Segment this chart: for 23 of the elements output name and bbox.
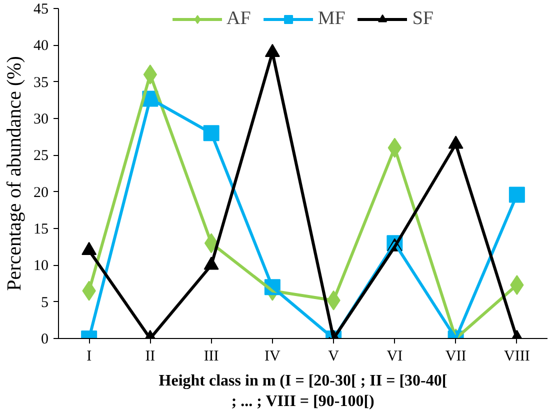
x-tick-label: III — [204, 348, 219, 364]
y-tick-label: 5 — [41, 294, 48, 311]
x-tick-label: II — [145, 348, 156, 364]
x-tick-label: IV — [264, 348, 281, 364]
y-tick-label: 20 — [34, 184, 48, 201]
y-tick-label: 0 — [41, 332, 48, 348]
x-tick-label: VI — [386, 348, 403, 364]
x-tick-label: VIII — [504, 348, 530, 364]
y-axis-title: Percentage of abundance (%) — [4, 56, 26, 291]
x-axis-title: Height class in m (I = [20-30[ ; II = [30-40[ ; ... ; VIII = [90-100[) — [158, 372, 448, 410]
legend-label: AF — [226, 8, 251, 30]
y-tick-label: 40 — [34, 38, 48, 54]
y-tick-label: 35 — [34, 74, 48, 91]
y-tick-label: 25 — [34, 148, 48, 164]
y-tick-label: 15 — [34, 222, 48, 238]
x-tick-label: V — [328, 348, 340, 364]
x-tick-label: I — [86, 348, 92, 364]
y-tick-label: 30 — [34, 112, 48, 128]
y-tick-label: 45 — [34, 2, 48, 18]
x-tick-label: VII — [445, 348, 466, 364]
y-tick-label: 10 — [34, 258, 48, 274]
legend-label: MF — [318, 8, 346, 30]
legend-label: SF — [412, 8, 434, 30]
